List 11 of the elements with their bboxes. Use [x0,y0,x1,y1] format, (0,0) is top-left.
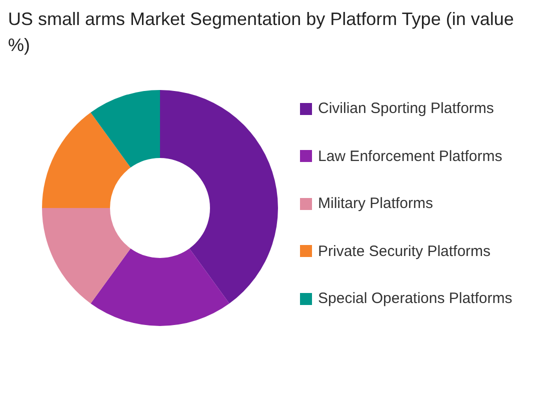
donut-slice [42,112,131,208]
chart-title: US small arms Market Segmentation by Platform Type (in value %) [8,8,515,57]
donut-slice [42,208,131,304]
donut-slice [90,248,230,326]
legend-label: Private Security Platforms [318,242,491,260]
legend-label: Civilian Sporting Platforms [318,100,494,118]
donut-slice [160,90,278,304]
legend-label: Law Enforcement Platforms [318,148,502,165]
legend-label: Military Platforms [318,195,434,212]
legend-label: Special Operations Platforms [318,290,512,308]
donut-slice [90,90,160,168]
